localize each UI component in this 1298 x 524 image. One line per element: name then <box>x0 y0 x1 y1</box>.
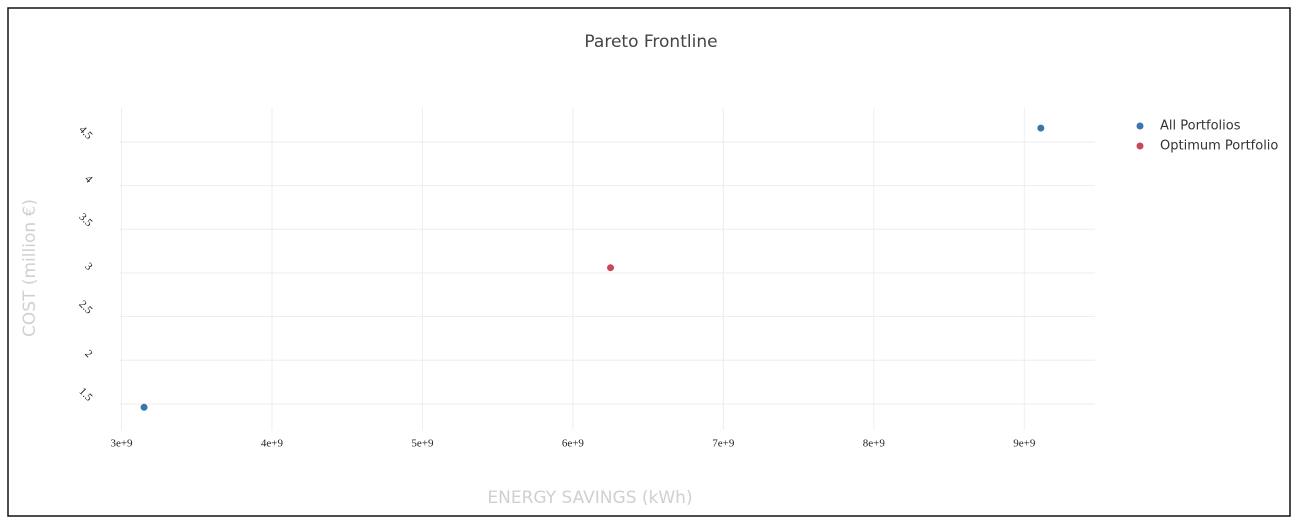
legend-label: Optimum Portfolio <box>1160 139 1278 154</box>
x-tick-label: 4e+9 <box>261 438 284 450</box>
x-tick-label: 9e+9 <box>1013 438 1036 450</box>
point <box>140 403 148 411</box>
x-tick-label: 3e+9 <box>110 438 133 450</box>
point <box>1037 124 1045 132</box>
x-axis-title: ENERGY SAVINGS (kWh) <box>487 488 692 508</box>
x-tick-label: 5e+9 <box>411 438 434 450</box>
x-tick-label: 8e+9 <box>863 438 886 450</box>
x-tick-label: 7e+9 <box>712 438 735 450</box>
chart-title: Pareto Frontline <box>584 32 717 52</box>
x-tick-label: 6e+9 <box>562 438 585 450</box>
legend-label: All Portfolios <box>1160 119 1241 134</box>
legend-marker <box>1136 122 1144 130</box>
y-axis-title: COST (million €) <box>20 199 40 337</box>
legend-marker <box>1136 142 1144 150</box>
frame <box>7 7 1291 517</box>
point <box>607 264 615 272</box>
